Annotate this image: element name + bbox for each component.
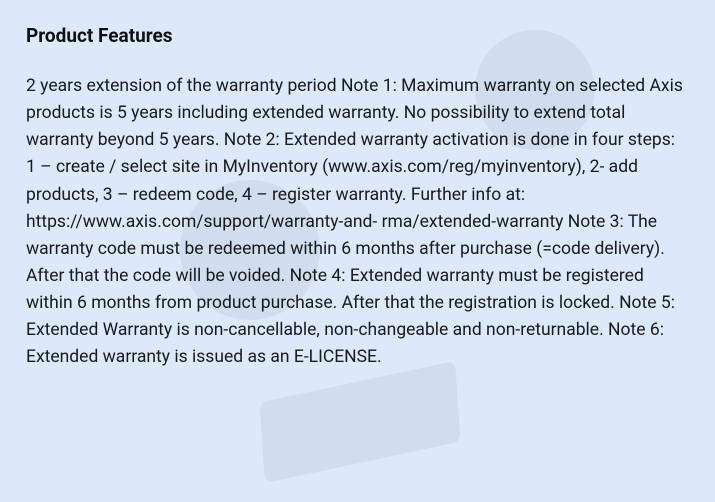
watermark-shape <box>259 361 460 483</box>
section-body-text: 2 years extension of the warranty period… <box>26 73 689 371</box>
section-heading: Product Features <box>26 24 689 47</box>
